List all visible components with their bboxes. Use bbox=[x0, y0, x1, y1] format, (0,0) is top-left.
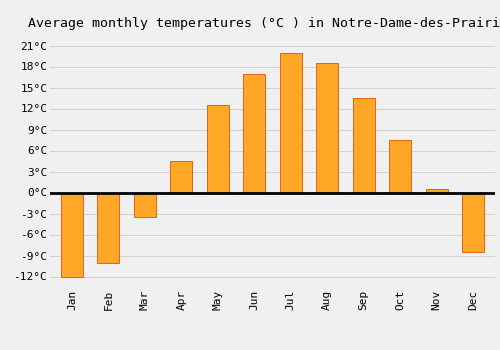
Bar bbox=[134, 193, 156, 217]
Bar bbox=[316, 63, 338, 193]
Bar bbox=[244, 74, 265, 193]
Bar bbox=[352, 98, 374, 192]
Bar bbox=[170, 161, 192, 192]
Title: Average monthly temperatures (°C ) in Notre-Dame-des-Prairies: Average monthly temperatures (°C ) in No… bbox=[28, 17, 500, 30]
Bar bbox=[462, 193, 484, 252]
Bar bbox=[207, 105, 229, 192]
Bar bbox=[426, 189, 448, 192]
Bar bbox=[98, 193, 120, 262]
Bar bbox=[61, 193, 83, 276]
Bar bbox=[389, 140, 411, 192]
Bar bbox=[280, 52, 301, 192]
